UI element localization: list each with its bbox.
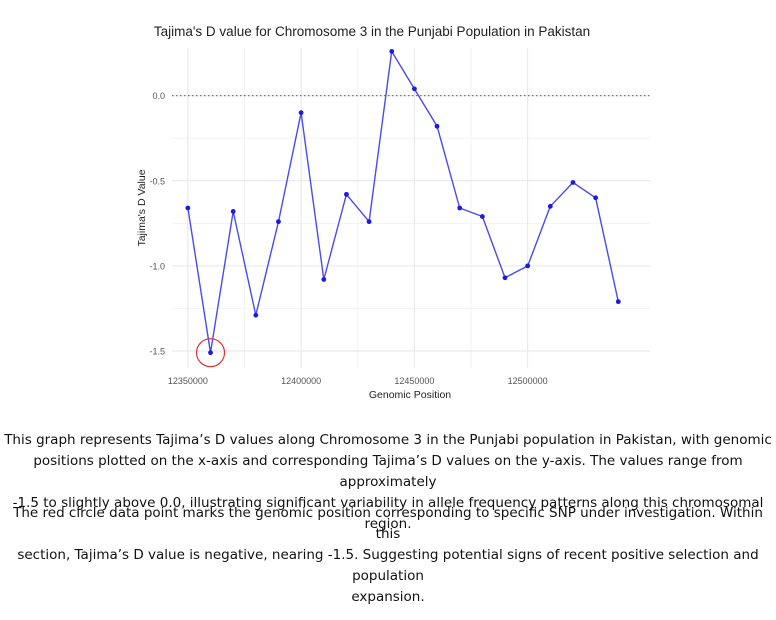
data-point (434, 123, 440, 129)
x-axis-label: Genomic Position (369, 389, 451, 401)
data-point (479, 214, 485, 219)
x-tick-label: 12350000 (168, 376, 208, 386)
data-point (411, 86, 417, 92)
caption-paragraph-2: The red circle data point marks the geno… (0, 503, 776, 608)
highlight-group (195, 338, 226, 368)
series-line (187, 50, 619, 354)
series-points (185, 49, 621, 356)
caption-line: This graph represents Tajima’s D values … (4, 432, 772, 448)
highlight-circle (195, 338, 226, 368)
data-point (525, 263, 531, 269)
caption-line: section, Tajima’s D value is negative, n… (17, 547, 759, 584)
caption-line: positions plotted on the x-axis and corr… (33, 453, 743, 490)
data-point (208, 350, 213, 356)
x-tick-label: 12450000 (394, 376, 434, 386)
data-point (389, 49, 395, 54)
caption-line: The red circle data point marks the geno… (13, 505, 763, 542)
y-axis-label: Tajima's D Value (136, 169, 148, 246)
y-tick-label: -1.0 (149, 261, 165, 271)
data-point (230, 209, 236, 214)
data-point (253, 312, 259, 318)
data-point (502, 275, 508, 281)
caption-line: -1.5 to slightly above 0.0, illustrating… (12, 495, 764, 532)
y-axis-ticks: 0.0 -0.5 -1.0 -1.5 (149, 91, 165, 356)
y-tick-label: 0.0 (152, 91, 165, 101)
data-point (366, 219, 372, 225)
data-point (185, 205, 191, 211)
data-point (615, 299, 621, 305)
caption-line: expansion. (351, 589, 425, 605)
data-point (344, 191, 349, 197)
data-point (276, 219, 281, 225)
plot-grid (172, 48, 650, 368)
data-point (570, 180, 576, 185)
x-tick-label: 12400000 (281, 376, 321, 386)
data-point (547, 203, 553, 209)
x-axis-ticks: 12350000 12400000 12450000 12500000 (168, 376, 548, 386)
y-tick-label: -0.5 (149, 176, 165, 186)
data-point (298, 110, 304, 116)
y-tick-label: -1.5 (149, 346, 165, 356)
chart-title: Tajima's D value for Chromosome 3 in the… (154, 24, 590, 39)
data-point (457, 205, 463, 211)
x-tick-label: 12500000 (508, 376, 548, 386)
data-point (321, 277, 327, 282)
data-point (593, 195, 599, 201)
series-lines (187, 50, 619, 354)
caption-paragraph-1: This graph represents Tajima’s D values … (0, 430, 776, 535)
line-chart: Tajima's D value for Chromosome 3 in the… (136, 24, 650, 401)
